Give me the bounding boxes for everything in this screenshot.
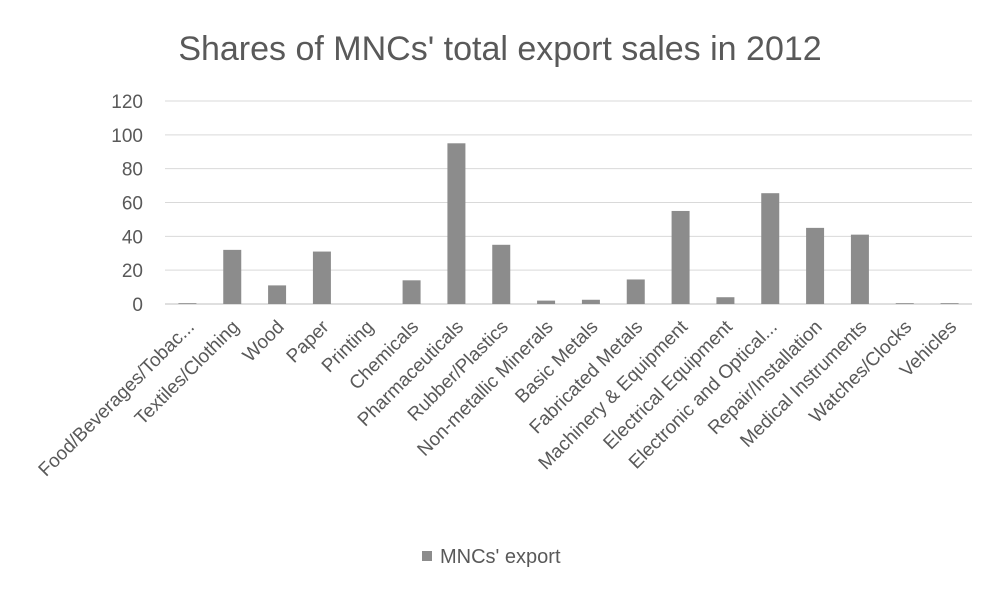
- bar: [940, 303, 959, 304]
- y-tick-label: 100: [111, 126, 143, 147]
- bar: [895, 303, 914, 304]
- x-axis-category-labels: Food/Beverages/Tobac...Textiles/Clothing…: [35, 316, 961, 481]
- bar: [671, 210, 690, 304]
- bar: [312, 251, 331, 304]
- bar: [178, 303, 197, 304]
- bar: [268, 285, 287, 304]
- bar: [716, 297, 735, 304]
- bar: [447, 143, 466, 304]
- bar: [402, 280, 421, 304]
- bar: [581, 299, 600, 304]
- y-tick-label: 60: [122, 194, 143, 215]
- y-tick-label: 40: [122, 227, 143, 248]
- bar: [850, 234, 869, 304]
- bar: [806, 227, 825, 304]
- y-tick-label: 0: [132, 295, 143, 316]
- y-tick-label: 20: [122, 261, 143, 282]
- bar: [492, 244, 511, 304]
- x-category-label: Wood: [239, 317, 289, 367]
- legend: MNCs' export: [422, 546, 561, 568]
- bar: [223, 249, 242, 304]
- bar: [537, 300, 556, 304]
- bar: [626, 279, 645, 304]
- y-tick-label: 80: [122, 160, 143, 181]
- chart-title: Shares of MNCs' total export sales in 20…: [178, 30, 822, 68]
- bar: [761, 193, 780, 304]
- bars: [178, 143, 959, 304]
- y-axis-ticks: 0 20 40 60 80 100 120: [111, 92, 143, 316]
- y-tick-label: 120: [111, 92, 143, 113]
- legend-swatch: [422, 551, 432, 561]
- legend-label: MNCs' export: [440, 546, 561, 568]
- gridlines: [165, 100, 972, 305]
